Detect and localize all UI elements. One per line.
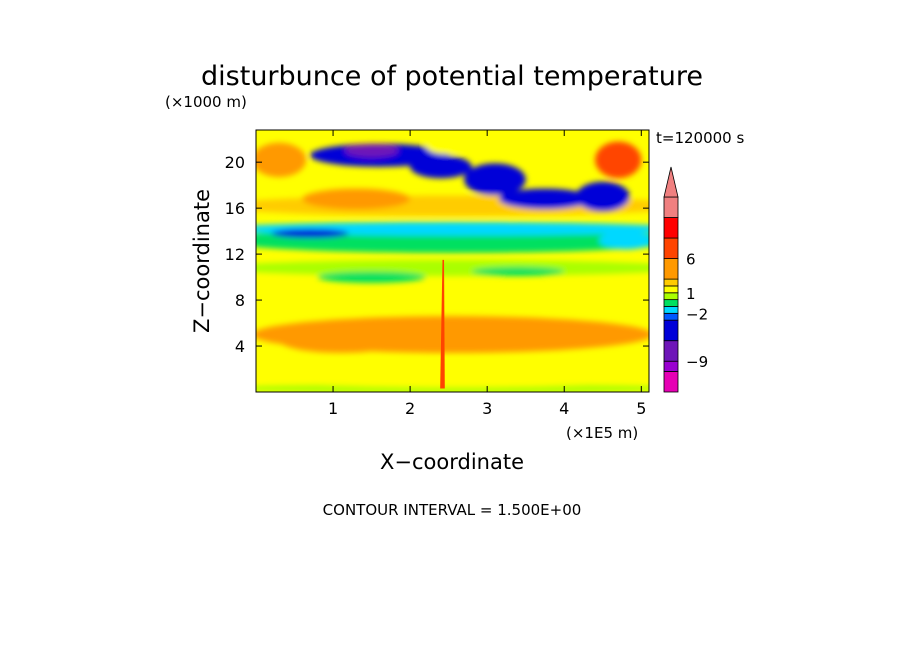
field-region — [256, 259, 649, 276]
field-region — [410, 155, 472, 179]
colorbar-label: 1 — [686, 285, 696, 303]
field-region — [317, 271, 426, 283]
colorbar-level — [663, 340, 679, 362]
x-tick-label: 1 — [328, 399, 338, 418]
field-region — [256, 142, 307, 178]
field-region — [425, 135, 465, 155]
y-tick-label: 20 — [225, 153, 245, 172]
colorbar-level — [663, 217, 679, 239]
field-region — [271, 228, 349, 239]
x-tick-label: 4 — [559, 399, 569, 418]
field-region — [344, 143, 399, 158]
time-label: t=120000 s — [656, 129, 744, 147]
field-region — [498, 188, 592, 210]
field-region — [598, 231, 649, 250]
x-tick-label: 3 — [482, 399, 492, 418]
field-region — [595, 141, 642, 179]
colorbar-level — [663, 319, 679, 342]
y-tick-label: 4 — [235, 337, 245, 356]
contour-field — [256, 130, 649, 392]
plot-frame — [255, 129, 650, 393]
x-unit-label: (×1E5 m) — [566, 424, 638, 442]
colorbar-level — [663, 285, 679, 294]
x-axis: 1 2 3 4 5 — [328, 130, 646, 418]
colorbar-label: −9 — [686, 353, 708, 371]
y-tick-label: 8 — [235, 291, 245, 310]
colorbar-level — [663, 312, 679, 321]
colorbar-level — [663, 360, 679, 372]
x-tick-label: 2 — [405, 399, 415, 418]
y-tick-label: 12 — [225, 245, 245, 264]
colorbar-label: 6 — [686, 251, 696, 269]
colorbar-level — [663, 278, 679, 287]
y-tick-label: 16 — [225, 199, 245, 218]
field-region — [575, 181, 630, 212]
warm-plume — [440, 259, 445, 389]
colorbar-level — [663, 258, 679, 280]
y-unit-label: (×1000 m) — [165, 93, 247, 111]
y-axis-label: Z−coordinate — [190, 189, 214, 333]
chart-title: disturbunce of potential temperature — [201, 61, 703, 92]
field-region — [256, 221, 649, 236]
colorbar: 6 1 −2 −9 — [663, 166, 708, 393]
colorbar-label: −2 — [686, 305, 708, 323]
y-axis: 4 8 12 16 20 — [225, 153, 649, 356]
colorbar-level — [663, 237, 679, 259]
colorbar-level — [663, 292, 679, 301]
field-region — [302, 188, 411, 210]
colorbar-overflow-arrow — [663, 166, 679, 198]
field-region — [464, 163, 526, 196]
contour-interval: CONTOUR INTERVAL = 1.500E+00 — [323, 501, 582, 519]
x-tick-label: 5 — [636, 399, 646, 418]
x-axis-label: X−coordinate — [380, 450, 524, 474]
colorbar-level — [663, 299, 679, 307]
colorbar-level — [663, 371, 679, 393]
field-region — [256, 359, 649, 388]
field-region — [471, 266, 565, 276]
field-region — [456, 319, 549, 338]
colorbar-level — [663, 306, 679, 314]
colorbar-level — [663, 196, 679, 218]
